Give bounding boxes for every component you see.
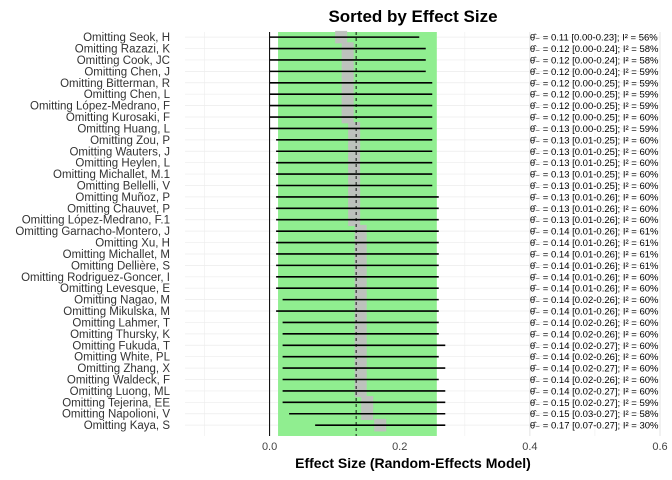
row-annotation: θ̂₋ = 0.14 [0.02-0.27]; I² = 60% xyxy=(530,341,659,352)
row-annotation: θ̂₋ = 0.12 [0.00-0.25]; I² = 59% xyxy=(530,78,659,89)
row-annotation: θ̂₋ = 0.14 [0.01-0.26]; I² = 61% xyxy=(530,249,659,260)
row-annotation: θ̂₋ = 0.12 [0.00-0.25]; I² = 60% xyxy=(530,113,659,124)
row-label: Omitting Cook, JC xyxy=(77,55,170,67)
row-annotation: θ̂₋ = 0.15 [0.02-0.27]; I² = 59% xyxy=(530,398,659,409)
row-label: Omitting Huang, L xyxy=(77,123,170,135)
row-annotation: θ̂₋ = 0.14 [0.01-0.26]; I² = 61% xyxy=(530,227,659,238)
row-label: Omitting Kaya, S xyxy=(84,420,171,432)
row-label: Omitting Muñoz, P xyxy=(75,192,170,204)
row-label: Omitting Zhang, X xyxy=(77,363,170,375)
row-label: Omitting López-Medrano, F.1 xyxy=(22,215,170,227)
row-label: Omitting Tejerina, EE xyxy=(62,397,170,409)
row-label: Omitting Xu, H xyxy=(95,238,170,250)
row-label: Omitting Chauvet, P xyxy=(67,203,170,215)
row-annotation: θ̂₋ = 0.15 [0.03-0.27]; I² = 58% xyxy=(530,409,659,420)
row-label: Omitting Waldeck, F xyxy=(67,375,170,387)
row-annotation: θ̂₋ = 0.14 [0.01-0.26]; I² = 60% xyxy=(530,284,659,295)
plot-area: Omitting Seok, H θ̂₋ = 0.11 [0.00-0.23]; … xyxy=(15,30,668,453)
row-label: Omitting Razazi, K xyxy=(75,44,171,56)
row-annotation: θ̂₋ = 0.12 [0.00-0.25]; I² = 59% xyxy=(530,90,659,101)
row-annotation: θ̂₋ = 0.17 [0.07-0.27]; I² = 30% xyxy=(530,421,659,432)
row-annotation: θ̂₋ = 0.14 [0.01-0.26]; I² = 61% xyxy=(530,238,659,249)
row-label: Omitting White, PL xyxy=(74,352,170,364)
row-label: Omitting Chen, L xyxy=(84,89,171,101)
row-label: Omitting Seok, H xyxy=(83,32,170,44)
x-tick-label: 0.4 xyxy=(522,441,537,453)
row-annotation: θ̂₋ = 0.13 [0.01-0.26]; I² = 60% xyxy=(530,204,659,215)
row-annotation: θ̂₋ = 0.13 [0.01-0.26]; I² = 60% xyxy=(530,192,659,203)
row-annotation: θ̂₋ = 0.14 [0.01-0.26]; I² = 61% xyxy=(530,261,659,272)
row-label: Omitting Garnacho-Montero, J xyxy=(15,226,170,238)
row-annotation: θ̂₋ = 0.12 [0.00-0.25]; I² = 59% xyxy=(530,101,659,112)
row-label: Omitting Nagao, M xyxy=(74,295,170,307)
row-annotation: θ̂₋ = 0.13 [0.01-0.25]; I² = 60% xyxy=(530,181,659,192)
row-annotation: θ̂₋ = 0.13 [0.01-0.25]; I² = 60% xyxy=(530,170,659,181)
row-annotation: θ̂₋ = 0.14 [0.02-0.27]; I² = 60% xyxy=(530,386,659,397)
row-label: Omitting Michallet, M xyxy=(63,249,170,261)
row-label: Omitting Kurosaki, F xyxy=(66,112,170,124)
row-label: Omitting Fukuda, T xyxy=(72,340,170,352)
row-annotation: θ̂₋ = 0.13 [0.01-0.26]; I² = 60% xyxy=(530,215,659,226)
row-annotation: θ̂₋ = 0.14 [0.01-0.26]; I² = 60% xyxy=(530,307,659,318)
row-label: Omitting Thursky, K xyxy=(70,329,170,341)
row-annotation: θ̂₋ = 0.14 [0.02-0.26]; I² = 60% xyxy=(530,295,659,306)
row-label: Omitting Bellelli, V xyxy=(77,180,171,192)
row-annotation: θ̂₋ = 0.14 [0.02-0.26]; I² = 60% xyxy=(530,375,659,386)
row-annotation: θ̂₋ = 0.14 [0.01-0.26]; I² = 60% xyxy=(530,272,659,283)
row-annotation: θ̂₋ = 0.14 [0.02-0.26]; I² = 60% xyxy=(530,352,659,363)
row-annotation: θ̂₋ = 0.14 [0.02-0.27]; I² = 60% xyxy=(530,364,659,375)
row-label: Omitting Napolioni, V xyxy=(62,409,170,421)
x-axis-label: Effect Size (Random-Effects Model) xyxy=(295,455,531,471)
row-annotation: θ̂₋ = 0.13 [0.00-0.25]; I² = 59% xyxy=(530,124,659,135)
row-label: Omitting Chen, J xyxy=(84,66,170,78)
row-annotation: θ̂₋ = 0.13 [0.01-0.25]; I² = 60% xyxy=(530,158,659,169)
row-label: Omitting Dellière, S xyxy=(71,260,170,272)
row-label: Omitting Luong, ML xyxy=(70,386,171,398)
row-label: Omitting Zou, P xyxy=(90,135,170,147)
row-annotation: θ̂₋ = 0.12 [0.00-0.24]; I² = 58% xyxy=(530,44,659,55)
row-label: Omitting Heylen, L xyxy=(75,158,170,170)
chart-title: Sorted by Effect Size xyxy=(328,7,497,26)
row-annotation: θ̂₋ = 0.12 [0.00-0.24]; I² = 58% xyxy=(530,55,659,66)
row-label: Omitting Bitterman, R xyxy=(60,78,170,90)
x-tick-label: 0.2 xyxy=(392,441,407,453)
row-annotation: θ̂₋ = 0.13 [0.01-0.25]; I² = 60% xyxy=(530,135,659,146)
row-annotation: θ̂₋ = 0.11 [0.00-0.23]; I² = 56% xyxy=(530,33,658,44)
row-annotation: θ̂₋ = 0.14 [0.02-0.26]; I² = 60% xyxy=(530,318,659,329)
x-tick-label: 0.6 xyxy=(652,441,667,453)
row-label: Omitting Michallet, M.1 xyxy=(53,169,170,181)
row-label: Omitting Wauters, J xyxy=(69,146,170,158)
row-label: Omitting Levesque, E xyxy=(60,283,170,295)
row-annotation: θ̂₋ = 0.14 [0.02-0.26]; I² = 60% xyxy=(530,329,659,340)
row-label: Omitting Mikulska, M xyxy=(63,306,170,318)
row-annotation: θ̂₋ = 0.13 [0.01-0.25]; I² = 60% xyxy=(530,147,659,158)
row-annotation: θ̂₋ = 0.12 [0.00-0.24]; I² = 59% xyxy=(530,67,659,78)
row-label: Omitting López-Medrano, F xyxy=(30,101,170,113)
row-label: Omitting Rodriguez-Goncer, I xyxy=(21,272,170,284)
row-label: Omitting Lahmer, T xyxy=(72,317,170,329)
x-tick-label: 0.0 xyxy=(262,441,277,453)
